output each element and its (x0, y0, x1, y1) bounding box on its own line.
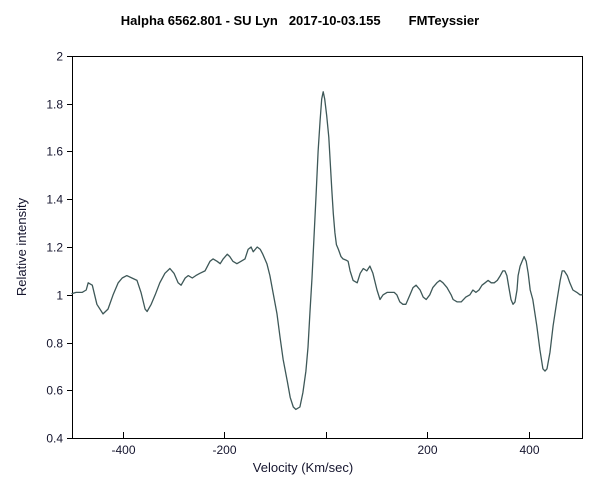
title-author: FMTeyssier (408, 13, 480, 28)
y-tick-label: 0.8 (46, 337, 63, 351)
x-tick-label: -400 (111, 443, 135, 457)
x-axis-label: Velocity (Km/sec) (253, 460, 353, 475)
y-tick-label: 0.4 (46, 432, 63, 446)
y-tick-label: 2 (56, 50, 63, 64)
y-tick-label: 1.8 (46, 98, 63, 112)
y-axis-label: Relative intensity (14, 197, 29, 296)
y-tick-label: 1.2 (46, 241, 63, 255)
y-tick-label: 0.6 (46, 384, 63, 398)
y-tick-label: 1.4 (46, 193, 63, 207)
plot-frame (72, 56, 583, 439)
x-tick-label: 200 (417, 443, 437, 457)
spectrum-line (71, 91, 583, 411)
title-date: 2017-10-03.155 (288, 13, 381, 28)
title-line-label: Halpha 6562.801 - SU Lyn (120, 13, 278, 28)
x-tick-label: 400 (519, 443, 539, 457)
x-tick-label: -200 (212, 443, 236, 457)
chart-title: Halpha 6562.801 - SU Lyn 2017-10-03.155 FM… (0, 13, 600, 28)
y-tick-label: 1 (56, 289, 63, 303)
y-tick-label: 1.6 (46, 145, 63, 159)
